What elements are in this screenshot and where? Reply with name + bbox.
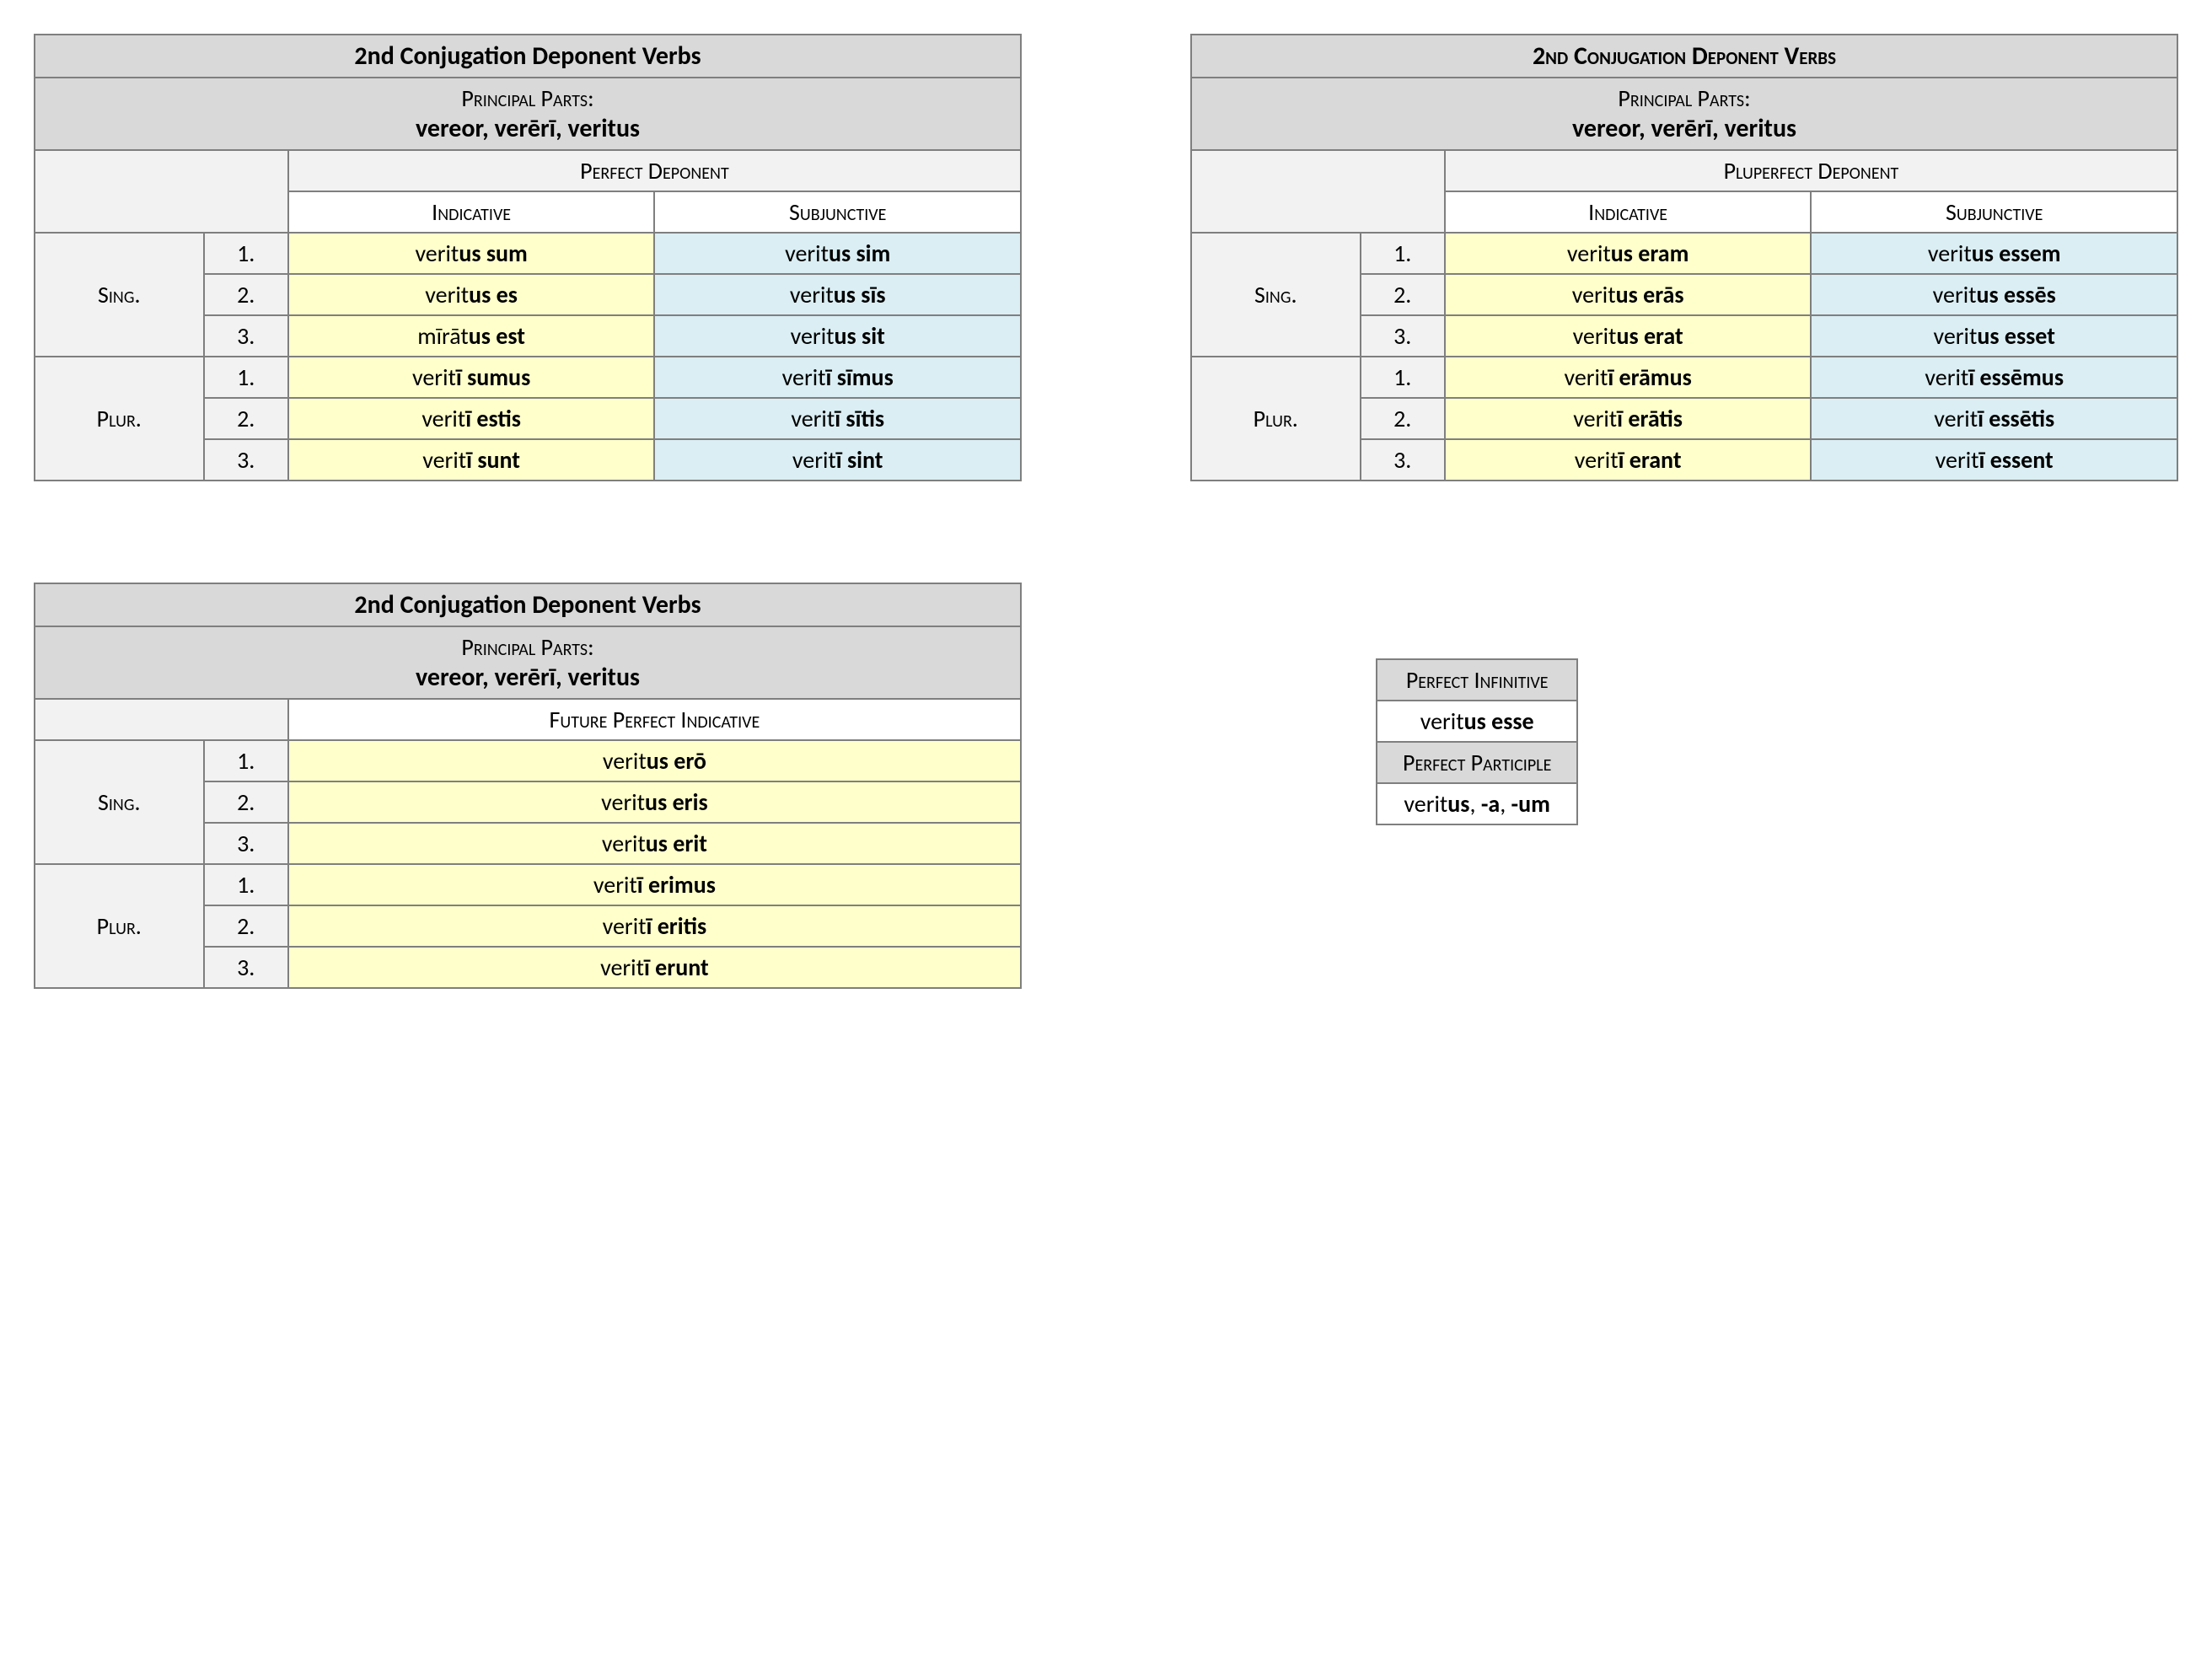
form-ind: veritī erātis — [1445, 398, 1812, 439]
pp-label: Principal Parts: — [461, 83, 593, 113]
mood-subjunctive: Subjunctive — [1811, 191, 2177, 233]
form-ind: veritus erit — [288, 823, 1021, 864]
form-ind: veritī erunt — [288, 947, 1021, 988]
perfect-participle-value: veritus, -a, -um — [1377, 783, 1577, 824]
form-ind: veritus sum — [288, 233, 655, 274]
principal-parts: Principal Parts: vereor, verērī, veritus — [35, 78, 1021, 150]
mood-indicative: Indicative — [1445, 191, 1812, 233]
blank — [35, 150, 288, 233]
form-subj: veritus sīs — [654, 274, 1021, 315]
person: 3. — [204, 947, 288, 988]
person: 3. — [1361, 315, 1445, 357]
tense-label: Future Perfect Indicative — [288, 699, 1021, 740]
person: 3. — [204, 439, 288, 481]
person: 1. — [204, 357, 288, 398]
person: 2. — [204, 905, 288, 947]
form-subj: veritus esset — [1811, 315, 2177, 357]
form-ind: veritī eritis — [288, 905, 1021, 947]
form-subj: veritī essent — [1811, 439, 2177, 481]
person: 3. — [204, 823, 288, 864]
form-ind: veritī erant — [1445, 439, 1812, 481]
infinitive-participle-box-container: Perfect Infinitive veritus esse Perfect … — [1190, 583, 2178, 989]
person: 1. — [204, 864, 288, 905]
blank — [35, 699, 288, 740]
form-ind: veritī sumus — [288, 357, 655, 398]
person: 1. — [1361, 233, 1445, 274]
form-ind: veritī estis — [288, 398, 655, 439]
form-subj: veritus sit — [654, 315, 1021, 357]
person: 3. — [204, 315, 288, 357]
person: 1. — [204, 233, 288, 274]
form-ind: veritus eris — [288, 781, 1021, 823]
form-subj: veritī sīmus — [654, 357, 1021, 398]
form-subj: veritus essēs — [1811, 274, 2177, 315]
form-subj: veritī essētis — [1811, 398, 2177, 439]
form-ind: veritus erō — [288, 740, 1021, 781]
pp-value: vereor, verērī, veritus — [416, 662, 640, 693]
table-title: 2nd Conjugation Deponent Verbs — [1191, 35, 2177, 78]
person: 1. — [204, 740, 288, 781]
form-ind: veritus erās — [1445, 274, 1812, 315]
pp-value: vereor, verērī, veritus — [1572, 113, 1796, 144]
person: 2. — [204, 274, 288, 315]
pp-label: Principal Parts: — [1618, 83, 1750, 113]
pluperfect-deponent-table: 2nd Conjugation Deponent Verbs Principal… — [1190, 34, 2178, 481]
tense-label: Perfect Deponent — [288, 150, 1021, 191]
person: 2. — [1361, 398, 1445, 439]
form-subj: veritī essēmus — [1811, 357, 2177, 398]
future-perfect-table: 2nd Conjugation Deponent Verbs Principal… — [34, 583, 1022, 989]
mood-indicative: Indicative — [288, 191, 655, 233]
principal-parts: Principal Parts: vereor, verērī, veritus — [1191, 78, 2177, 150]
person: 2. — [1361, 274, 1445, 315]
form-ind: veritus es — [288, 274, 655, 315]
form-ind: veritī erimus — [288, 864, 1021, 905]
person: 1. — [1361, 357, 1445, 398]
number-sing: Sing. — [1191, 233, 1361, 357]
number-sing: Sing. — [35, 740, 204, 864]
form-subj: veritus sim — [654, 233, 1021, 274]
number-plur: Plur. — [35, 357, 204, 481]
form-ind: veritus erat — [1445, 315, 1812, 357]
person: 2. — [204, 398, 288, 439]
form-ind: veritī sunt — [288, 439, 655, 481]
tense-label: Pluperfect Deponent — [1445, 150, 2177, 191]
perfect-deponent-table: 2nd Conjugation Deponent Verbs Principal… — [34, 34, 1022, 481]
form-ind: veritus eram — [1445, 233, 1812, 274]
person: 3. — [1361, 439, 1445, 481]
form-subj: veritī sint — [654, 439, 1021, 481]
infinitive-participle-box: Perfect Infinitive veritus esse Perfect … — [1376, 658, 1578, 825]
person: 2. — [204, 781, 288, 823]
form-subj: veritī sītis — [654, 398, 1021, 439]
perfect-infinitive-value: veritus esse — [1377, 701, 1577, 742]
form-ind: veritī erāmus — [1445, 357, 1812, 398]
table-title: 2nd Conjugation Deponent Verbs — [35, 583, 1021, 626]
pp-label: Principal Parts: — [461, 632, 593, 662]
number-plur: Plur. — [1191, 357, 1361, 481]
table-title: 2nd Conjugation Deponent Verbs — [35, 35, 1021, 78]
form-subj: veritus essem — [1811, 233, 2177, 274]
mood-subjunctive: Subjunctive — [654, 191, 1021, 233]
principal-parts: Principal Parts: vereor, verērī, veritus — [35, 626, 1021, 699]
perfect-infinitive-label: Perfect Infinitive — [1377, 659, 1577, 701]
number-sing: Sing. — [35, 233, 204, 357]
number-plur: Plur. — [35, 864, 204, 988]
pp-value: vereor, verērī, veritus — [416, 113, 640, 144]
perfect-participle-label: Perfect Participle — [1377, 742, 1577, 783]
blank — [1191, 150, 1445, 233]
form-ind: mīrātus est — [288, 315, 655, 357]
